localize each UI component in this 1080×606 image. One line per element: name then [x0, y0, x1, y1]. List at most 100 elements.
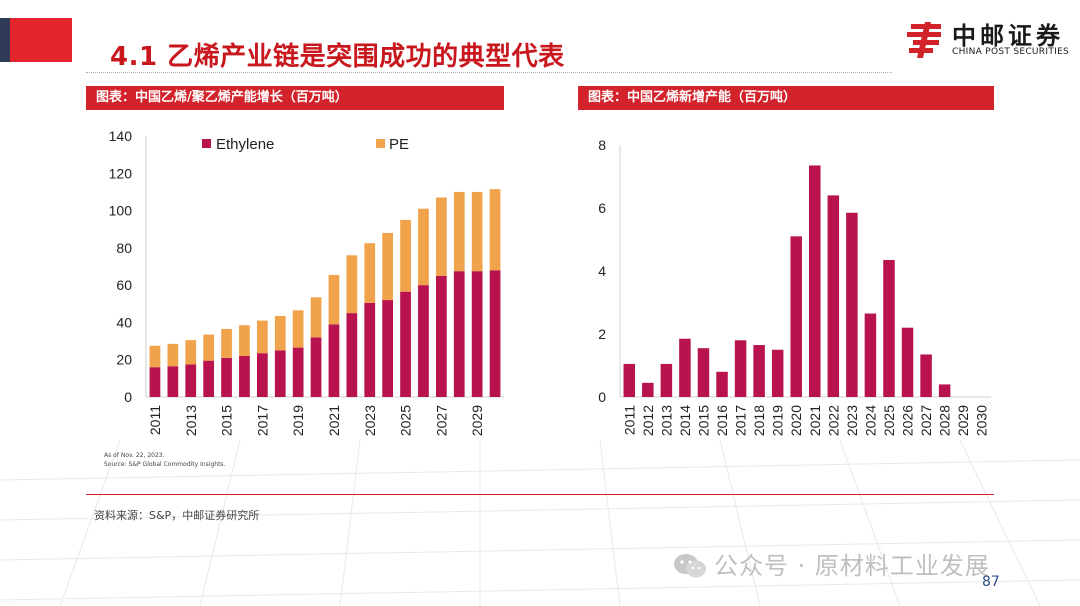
ethylene-bar: [221, 357, 232, 397]
ethylene-bar: [256, 353, 268, 397]
x-tick-label: 2020: [788, 405, 804, 436]
background-grid-decoration: [0, 440, 1080, 606]
new-capacity-bar: [846, 212, 858, 397]
ethylene-bar: [435, 275, 447, 397]
pe-bar: [453, 191, 465, 272]
y-tick-label: 6: [598, 200, 606, 216]
left-chart-title-bar: 图表：中国乙烯/聚乙烯产能增长（百万吨）: [86, 86, 504, 110]
new-capacity-bar: [790, 236, 802, 397]
header-accent-block: [0, 18, 72, 62]
x-tick-label: 2014: [677, 405, 693, 436]
right-chart-title-bar: 图表：中国乙烯新增产能（百万吨）: [578, 86, 994, 110]
x-tick-label: 2023: [362, 405, 378, 436]
new-capacity-bar: [753, 345, 765, 397]
new-capacity-bar: [901, 327, 914, 397]
x-tick-label: 2017: [733, 405, 749, 436]
x-tick-label: 2015: [695, 405, 711, 436]
y-tick-label: 140: [109, 128, 133, 144]
pe-bar: [346, 255, 358, 314]
y-tick-label: 20: [116, 352, 132, 368]
watermark-text: 公众号 · 原材料工业发展: [714, 552, 990, 580]
pe-bar: [167, 343, 179, 367]
x-tick-label: 2021: [807, 405, 823, 436]
x-tick-label: 2013: [658, 405, 674, 436]
x-tick-label: 2015: [219, 405, 235, 436]
pe-bar: [328, 274, 340, 325]
x-tick-label: 2011: [621, 405, 637, 435]
ethylene-bar: [418, 285, 429, 397]
pe-bar: [310, 297, 322, 338]
y-tick-label: 0: [124, 389, 132, 405]
title-divider: [86, 72, 892, 73]
ethylene-bar: [239, 355, 250, 397]
ethylene-bar: [328, 324, 340, 397]
y-tick-label: 100: [109, 203, 133, 219]
ethylene-bar: [364, 302, 376, 397]
pe-bar: [435, 197, 447, 276]
pe-bar: [185, 340, 197, 365]
x-tick-label: 2018: [751, 405, 767, 436]
ethylene-pe-capacity-chart: 0 20 40 60 80 100 120 140 2011 2013 2015 2017 2019 20…: [109, 128, 504, 436]
china-post-logo-icon: [907, 22, 941, 58]
pe-bar: [256, 320, 268, 354]
pe-bar: [221, 328, 232, 358]
legend-pe-label: PE: [389, 136, 409, 153]
ethylene-bar: [471, 271, 483, 397]
logo-name-en: CHINA POST SECURITIES: [952, 47, 1070, 57]
pe-bar: [149, 345, 161, 368]
x-tick-label: 2030: [974, 405, 990, 436]
ethylene-bar: [274, 350, 286, 397]
x-tick-label: 2016: [714, 405, 730, 436]
source-divider: [86, 494, 994, 495]
y-tick-label: 60: [116, 277, 132, 293]
chart-footnote-date: As of Nov. 22, 2023.: [104, 452, 165, 459]
x-tick-label: 2012: [640, 405, 656, 436]
x-tick-label: 2011: [147, 405, 163, 435]
x-tick-label: 2021: [326, 405, 342, 436]
y-tick-label: 0: [598, 389, 606, 405]
page-number: 87: [982, 574, 1000, 590]
x-tick-label: 2019: [290, 405, 306, 436]
x-tick-label: 2029: [469, 405, 485, 436]
ethylene-bar: [167, 366, 179, 397]
source-note: 资料来源：S&P，中邮证券研究所: [94, 509, 260, 522]
new-capacity-bar: [883, 259, 895, 397]
new-capacity-bar: [679, 338, 691, 397]
new-capacity-bar: [642, 382, 654, 397]
pe-bar: [489, 189, 501, 271]
new-capacity-bar: [734, 340, 747, 397]
ethylene-bar: [185, 364, 197, 397]
pe-bar: [203, 334, 215, 361]
x-tick-label: 2025: [398, 405, 414, 436]
wechat-icon: [674, 554, 706, 578]
new-capacity-bar: [827, 195, 840, 397]
ethylene-bar: [400, 291, 411, 397]
ethylene-bar: [453, 271, 465, 397]
x-tick-label: 2019: [770, 405, 786, 436]
legend-ethylene-label: Ethylene: [216, 136, 274, 153]
legend-ethylene-swatch: [202, 139, 211, 148]
x-tick-label: 2017: [254, 405, 270, 436]
header-accent-stripe: [0, 18, 10, 62]
ethylene-bar: [292, 347, 304, 397]
new-capacity-bar: [809, 165, 821, 397]
y-tick-label: 120: [109, 165, 133, 181]
x-tick-label: 2028: [937, 405, 953, 436]
x-tick-label: 2023: [844, 405, 860, 436]
pe-bar: [364, 243, 376, 303]
new-capacity-bar: [660, 363, 673, 397]
ethylene-bar: [489, 270, 501, 397]
chart-footnote-source: Source: S&P Global Commodity Insights.: [104, 461, 226, 468]
x-tick-label: 2013: [183, 405, 199, 436]
pe-bar: [382, 232, 394, 301]
new-capacity-bar: [920, 354, 932, 397]
new-capacity-bar: [771, 349, 784, 397]
new-capacity-bar: [938, 384, 951, 397]
y-tick-label: 2: [598, 326, 606, 342]
ethylene-bar: [203, 360, 215, 397]
pe-bar: [239, 325, 250, 356]
pe-bar: [292, 310, 304, 348]
ethylene-bar: [346, 313, 358, 397]
x-tick-label: 2025: [881, 405, 897, 436]
x-tick-label: 2027: [433, 405, 449, 436]
